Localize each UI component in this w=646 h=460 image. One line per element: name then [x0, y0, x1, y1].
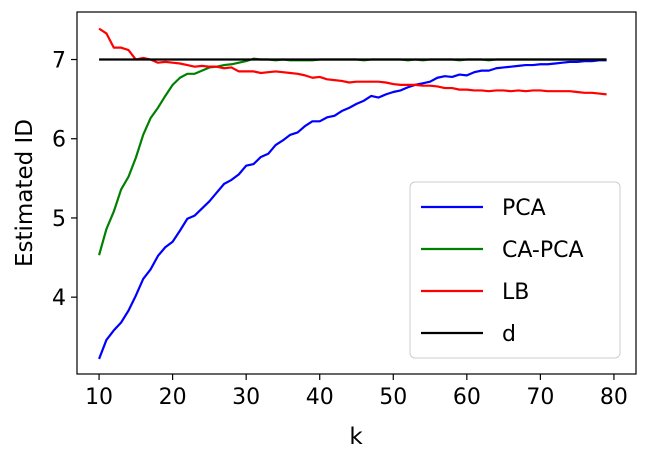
x-tick-label: 50 — [379, 385, 407, 410]
x-tick-label: 40 — [306, 385, 334, 410]
axes: 10 20 30 40 50 60 70 80 4 5 6 7 — [52, 11, 637, 410]
y-tick-label: 5 — [52, 207, 66, 232]
x-tick-label: 20 — [159, 385, 187, 410]
legend: PCA CA-PCA LB d — [409, 181, 621, 359]
x-tick-label: 70 — [526, 385, 554, 410]
y-tick-label: 6 — [52, 128, 66, 153]
x-tick-label: 80 — [600, 385, 628, 410]
legend-label: PCA — [502, 196, 546, 221]
y-tick-label: 4 — [52, 286, 66, 311]
x-tick-label: 60 — [453, 385, 481, 410]
series-line-lb — [98, 27, 607, 96]
x-tick-label: 10 — [85, 385, 113, 410]
legend-label: d — [502, 322, 516, 347]
legend-box — [409, 181, 621, 359]
plot-frame — [76, 11, 637, 375]
x-tick-label: 30 — [232, 385, 260, 410]
series-layer — [98, 27, 607, 360]
y-axis-label: Estimated ID — [12, 119, 38, 267]
series-line-pca — [98, 59, 607, 360]
y-tick-label: 7 — [52, 49, 66, 74]
legend-label: LB — [502, 280, 529, 305]
x-axis-label: k — [349, 424, 363, 450]
legend-label: CA-PCA — [502, 238, 584, 263]
